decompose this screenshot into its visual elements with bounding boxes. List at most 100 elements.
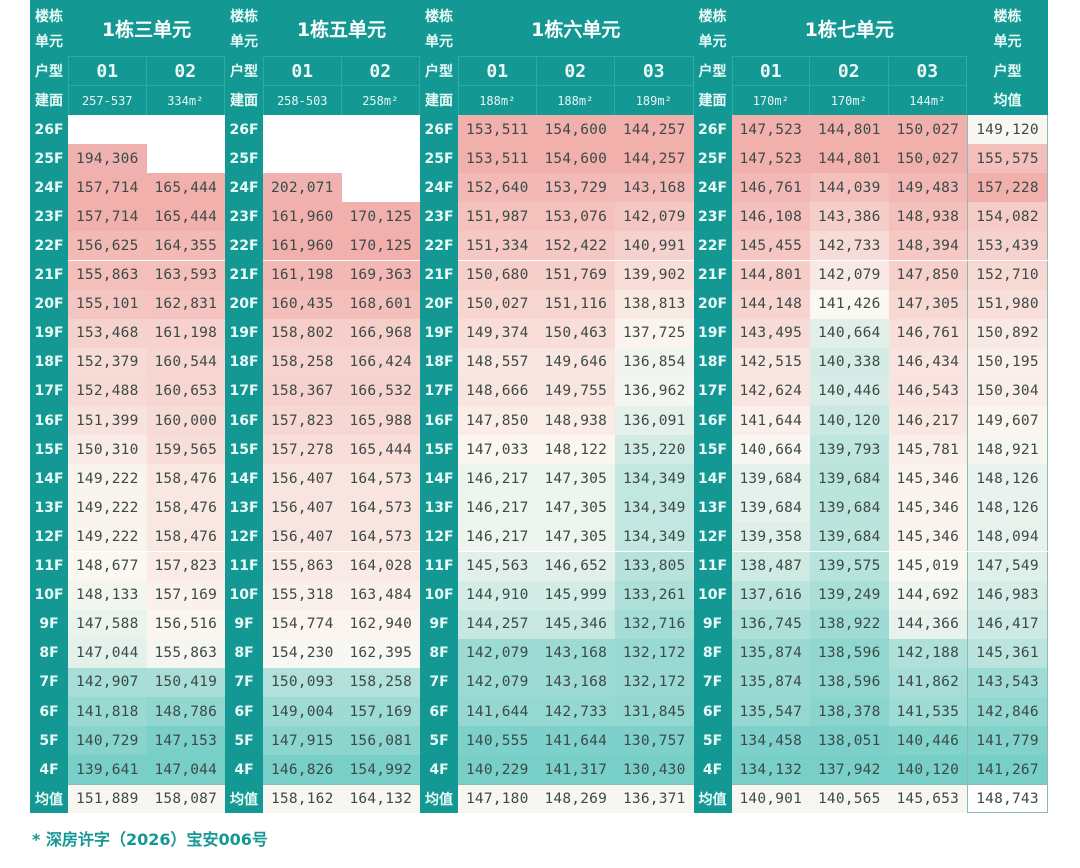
price-cell: 139,575 xyxy=(810,551,889,581)
avg-col-building: 楼栋 xyxy=(967,4,1048,28)
label-type: 户型 xyxy=(698,63,727,80)
price-cell: 157,169 xyxy=(341,697,420,727)
floor-label: 5F xyxy=(234,732,254,749)
label-building: 楼栋 xyxy=(698,9,727,25)
price-cell: 154,992 xyxy=(341,755,420,785)
unit-type-header: 02 xyxy=(536,56,615,85)
floor-label: 13F xyxy=(424,499,454,516)
floor-label: 22F xyxy=(34,237,64,254)
price-cell: 144,257 xyxy=(615,144,694,174)
avg-price-cell: 145,653 xyxy=(888,784,967,814)
price-cell: 158,476 xyxy=(146,493,225,523)
price-cell: 156,407 xyxy=(263,493,342,523)
price-cell: 148,786 xyxy=(146,697,225,727)
price-cell: 144,148 xyxy=(731,289,810,319)
price-cell: 140,664 xyxy=(731,435,810,465)
price-cell: 139,641 xyxy=(68,755,147,785)
price-cell: 142,188 xyxy=(888,638,967,668)
price-cell: 144,257 xyxy=(615,115,694,145)
price-cell: 152,640 xyxy=(458,173,537,203)
floor-label: 13F xyxy=(229,499,259,516)
price-cell: 150,027 xyxy=(888,144,967,174)
price-cell: 158,802 xyxy=(263,318,342,348)
floor-avg-cell: 152,710 xyxy=(967,260,1048,290)
floor-label: 6F xyxy=(39,703,59,720)
price-cell: 145,781 xyxy=(888,435,967,465)
price-cell: 148,938 xyxy=(536,406,615,436)
label-area: 建面 xyxy=(425,93,453,109)
floor-avg-cell: 146,983 xyxy=(967,580,1048,610)
price-cell: 143,168 xyxy=(615,173,694,203)
floor-avg-cell: 153,439 xyxy=(967,231,1048,261)
price-cell: 148,122 xyxy=(536,435,615,465)
price-cell: 136,962 xyxy=(615,376,694,406)
unit-area-header: 334m² xyxy=(146,85,225,115)
price-cell: 158,258 xyxy=(263,347,342,377)
floor-label: 19F xyxy=(229,325,259,342)
price-cell: 155,863 xyxy=(263,551,342,581)
price-cell: 153,468 xyxy=(68,318,147,348)
price-cell: 165,988 xyxy=(341,406,420,436)
price-cell: 134,349 xyxy=(615,522,694,552)
price-cell: 156,407 xyxy=(263,522,342,552)
price-cell: 139,684 xyxy=(810,464,889,494)
price-cell: 154,600 xyxy=(536,144,615,174)
floor-label: 16F xyxy=(229,412,259,429)
floor-label: 12F xyxy=(697,528,728,545)
floor-label: 14F xyxy=(229,470,259,487)
avg-price-cell: 140,901 xyxy=(731,784,810,814)
price-cell: 146,217 xyxy=(458,522,537,552)
price-cell: 151,769 xyxy=(536,260,615,290)
price-cell: 135,874 xyxy=(731,638,810,668)
label-type: 户型 xyxy=(230,63,258,80)
price-cell: 147,850 xyxy=(888,260,967,290)
floor-label: 17F xyxy=(697,383,728,400)
avg-price-cell: 140,565 xyxy=(810,784,889,814)
price-cell: 133,261 xyxy=(615,580,694,610)
floor-label: 9F xyxy=(39,616,59,633)
price-cell: 150,419 xyxy=(146,667,225,697)
floor-label: 23F xyxy=(34,208,64,225)
floor-label: 7F xyxy=(39,674,59,691)
price-cell: 140,555 xyxy=(458,726,537,756)
price-cell: 140,729 xyxy=(68,726,147,756)
label-building: 楼栋 xyxy=(425,9,453,25)
label-building: 楼栋 xyxy=(35,9,63,25)
price-cell: 145,455 xyxy=(731,231,810,261)
floor-label: 23F xyxy=(697,208,728,225)
price-cell: 131,845 xyxy=(615,697,694,727)
unit-block-3: 1栋六单元 01 188m² 153,511 153,511 152,640 151,987… xyxy=(458,0,694,814)
floor-label: 6F xyxy=(234,703,254,720)
price-cell: 148,557 xyxy=(458,347,537,377)
overall-avg-cell: 148,743 xyxy=(967,784,1048,814)
unit-block-2: 1栋五单元 01 258-503 202,071 161,960 161,960 161,1… xyxy=(263,0,420,814)
price-cell: 148,938 xyxy=(888,202,967,232)
floor-label: 9F xyxy=(702,616,723,633)
price-cell: 149,222 xyxy=(68,493,147,523)
floor-label: 21F xyxy=(424,267,454,284)
price-cell: 146,543 xyxy=(888,376,967,406)
price-cell: 150,310 xyxy=(68,435,147,465)
label-building: 楼栋 xyxy=(230,9,258,25)
price-cell: 140,446 xyxy=(810,376,889,406)
price-cell: 145,563 xyxy=(458,551,537,581)
unit-type-header: 01 xyxy=(458,56,537,85)
label-column: 楼栋 单元 户型 建面 26F 25F 24F 23F 22F 21F 20F 19F 18F 17F 16… xyxy=(225,0,263,814)
floor-label: 5F xyxy=(39,732,59,749)
price-cell: 149,646 xyxy=(536,347,615,377)
price-cell: 164,573 xyxy=(341,464,420,494)
floor-avg-cell: 148,094 xyxy=(967,522,1048,552)
price-cell: 155,318 xyxy=(263,580,342,610)
floor-avg-cell: 157,228 xyxy=(967,173,1048,203)
unit-area-header: 257-537 xyxy=(68,85,147,115)
floor-label: 15F xyxy=(34,441,64,458)
price-cell: 149,222 xyxy=(68,522,147,552)
price-cell: 138,813 xyxy=(615,289,694,319)
price-cell: 139,249 xyxy=(810,580,889,610)
price-cell: 161,198 xyxy=(146,318,225,348)
price-cell: 168,601 xyxy=(341,289,420,319)
price-cell: 138,596 xyxy=(810,638,889,668)
floor-label: 19F xyxy=(34,325,64,342)
price-cell: 145,346 xyxy=(536,609,615,639)
floor-label: 8F xyxy=(234,645,254,662)
